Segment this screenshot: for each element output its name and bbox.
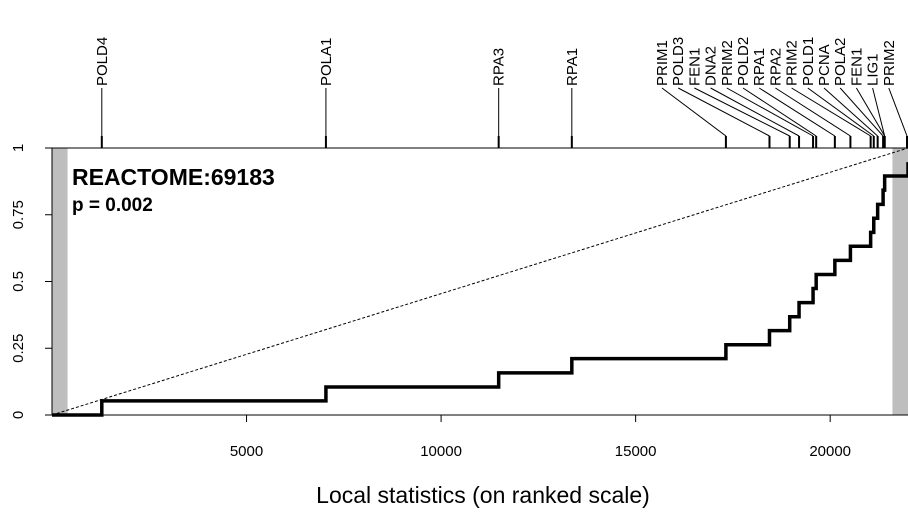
gene-label: PCNA bbox=[816, 44, 833, 86]
gene-leader-line bbox=[823, 87, 878, 137]
shaded-region-1 bbox=[892, 148, 908, 415]
gene-leader-line bbox=[855, 87, 886, 137]
y-tick-label: 0 bbox=[10, 411, 27, 419]
gene-label: PRIM2 bbox=[784, 40, 801, 86]
gene-leader-line bbox=[694, 87, 790, 137]
series-step-line bbox=[52, 162, 908, 417]
x-tick-label: 20000 bbox=[809, 443, 851, 460]
gene-leader-line bbox=[775, 87, 851, 137]
shaded-regions bbox=[52, 148, 908, 415]
gene-leader-line bbox=[791, 87, 871, 137]
diagonal-reference-line bbox=[51, 147, 908, 416]
gene-leader-line bbox=[742, 87, 817, 137]
x-tick-label: 10000 bbox=[420, 443, 462, 460]
gene-leader-line bbox=[726, 87, 814, 137]
gene-label: POLD2 bbox=[735, 37, 752, 86]
y-axis: 0 0.25 0.5 0.75 1 bbox=[10, 144, 52, 419]
gene-label: FEN1 bbox=[686, 48, 703, 86]
y-tick-label: 0.75 bbox=[10, 200, 27, 229]
gene-rug: POLD4 POLA1 RPA3 RPA1 PRIM1 POLD3 FEN1 DNA2 PRIM… bbox=[94, 37, 908, 148]
gene-label: POLA1 bbox=[318, 38, 335, 86]
gene-leader-line bbox=[758, 87, 836, 137]
gene-label: FEN1 bbox=[848, 48, 865, 86]
x-tick-label: 5000 bbox=[230, 443, 263, 460]
gene-label: PRIM2 bbox=[719, 40, 736, 86]
gene-leader-line bbox=[677, 87, 770, 137]
gene-label: RPA1 bbox=[564, 48, 581, 86]
x-axis-label: Local statistics (on ranked scale) bbox=[316, 482, 650, 508]
gene-label: POLD4 bbox=[94, 37, 111, 86]
gene-label: PRIM2 bbox=[881, 40, 898, 86]
x-axis: 5000 10000 15000 20000 bbox=[230, 415, 851, 460]
p-value-label: p = 0.002 bbox=[72, 195, 153, 216]
gene-label: POLA2 bbox=[832, 38, 849, 86]
gene-leader-line bbox=[839, 87, 884, 137]
gene-label: DNA2 bbox=[703, 46, 720, 86]
gene-leader-line bbox=[872, 87, 886, 137]
gene-leader-line bbox=[807, 87, 875, 137]
x-tick-label: 15000 bbox=[615, 443, 657, 460]
gene-leader-line bbox=[661, 87, 727, 137]
gene-leader-line bbox=[710, 87, 800, 137]
y-tick-label: 0.5 bbox=[10, 271, 27, 292]
gene-leader-line bbox=[888, 87, 908, 137]
gene-label: LIG1 bbox=[865, 53, 882, 86]
y-tick-label: 0.25 bbox=[10, 334, 27, 363]
gene-label: POLD1 bbox=[800, 37, 817, 86]
gene-label: RPA3 bbox=[491, 48, 508, 86]
shaded-region-0 bbox=[52, 148, 68, 415]
gene-label: PRIM1 bbox=[654, 40, 671, 86]
gene-label: RPA1 bbox=[751, 48, 768, 86]
gene-label: RPA2 bbox=[767, 48, 784, 86]
gene-label: POLD3 bbox=[670, 37, 687, 86]
y-tick-label: 1 bbox=[10, 144, 27, 152]
chart-title: REACTOME:69183 bbox=[72, 164, 275, 190]
